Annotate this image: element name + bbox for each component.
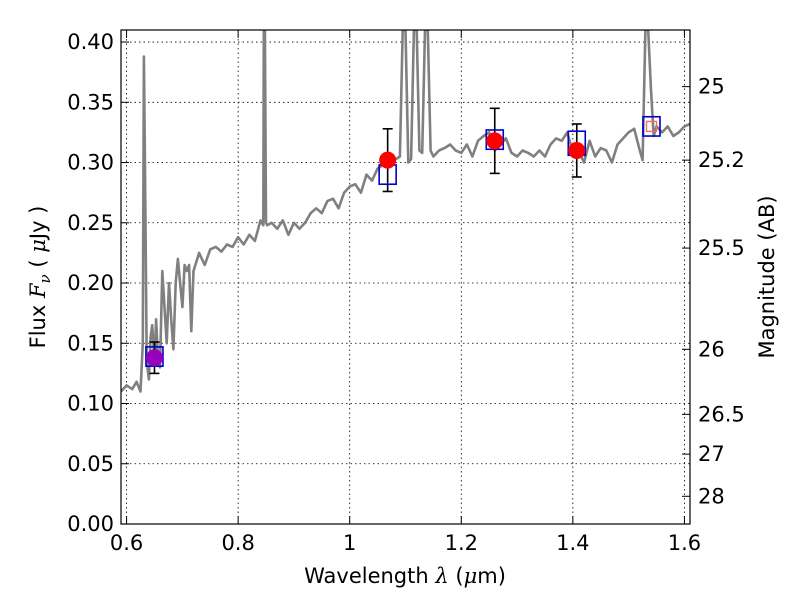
y-tick-label: 0.20 [67, 271, 114, 295]
y-tick-label: 0.25 [67, 211, 114, 235]
y-tick-label: 0.05 [67, 452, 114, 476]
x-tick-label: 0.6 [110, 531, 143, 555]
y2-axis-ticks: 25 25.2 25.5 26 26.5 27 28 [682, 75, 745, 508]
y2-tick-label: 27 [698, 442, 725, 466]
y2-tick-label: 26 [698, 337, 725, 361]
plot-background [121, 30, 690, 524]
y2-tick-label: 25 [698, 75, 725, 99]
x-tick-label: 1.4 [556, 531, 589, 555]
y-tick-label: 0.30 [67, 151, 114, 175]
y-tick-label: 0.15 [67, 331, 114, 355]
data-point [568, 141, 586, 159]
data-point [145, 349, 163, 367]
y2-tick-label: 25.2 [698, 148, 745, 172]
plot-frame [120, 29, 691, 525]
data-points [145, 132, 586, 367]
y-axis-label: Flux Fν ( μJy ) [26, 206, 54, 349]
y2-tick-label: 26.5 [698, 402, 745, 426]
y-tick-label: 0.40 [67, 30, 114, 54]
model-flux-square [642, 115, 661, 137]
y-tick-label: 0.00 [67, 512, 114, 536]
upper-limit-square [645, 120, 658, 133]
x-tick-label: 0.8 [221, 531, 254, 555]
x-tick-label: 1 [343, 531, 356, 555]
grid [121, 30, 690, 524]
data-point [379, 151, 397, 169]
y-tick-label: 0.35 [67, 90, 114, 114]
y2-tick-label: 25.5 [698, 236, 745, 260]
x-axis-label: Wavelength λ (μm) [304, 564, 506, 588]
x-axis-ticks: 0.6 0.8 1 1.2 1.4 1.6 [110, 30, 701, 555]
y2-tick-label: 28 [698, 484, 725, 508]
y-tick-label: 0.10 [67, 392, 114, 416]
y2-axis-label: Magnitude (AB) [755, 195, 779, 358]
y-axis-ticks: 0.00 0.05 0.10 0.15 0.20 0.25 0.30 0.35 0.40 [67, 30, 129, 536]
x-tick-label: 1.2 [445, 531, 478, 555]
model-spectrum-line [121, 30, 690, 393]
data-point [486, 132, 504, 150]
x-tick-label: 1.6 [668, 531, 701, 555]
